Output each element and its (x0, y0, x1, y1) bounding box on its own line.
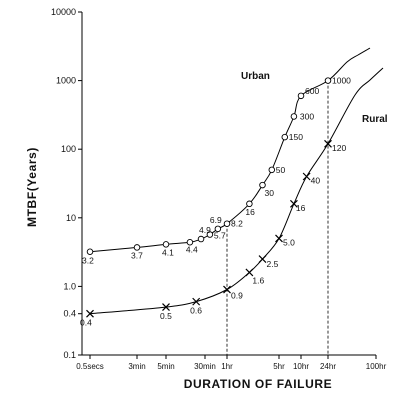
urban-point-label: 4.4 (186, 244, 198, 254)
urban-point (186, 239, 194, 246)
urban-point (268, 166, 276, 174)
x-tick-label: 5hr (273, 362, 285, 371)
rural-point (162, 303, 170, 311)
y-tick-label: 10000 (51, 7, 76, 17)
urban-point-label: 4.9 (199, 225, 211, 235)
urban-point (324, 77, 332, 84)
curve-rural (89, 67, 384, 315)
urban-point-label: 4.1 (162, 247, 174, 257)
series-label-rural: Rural (362, 114, 388, 125)
urban-point-label: 30 (264, 188, 274, 198)
x-axis-title: DURATION OF FAILURE (184, 377, 333, 391)
urban-point-label: 8.2 (231, 219, 243, 229)
rural-point-label: 16 (296, 203, 306, 213)
urban-point-label: 50 (276, 165, 286, 175)
urban-point (162, 241, 170, 248)
rural-point-label: 2.5 (266, 259, 278, 269)
urban-point (297, 92, 305, 100)
urban-point-label: 5.7 (214, 231, 226, 241)
urban-point (223, 220, 231, 227)
urban-point (259, 181, 266, 189)
rural-point-label: 120 (332, 143, 346, 153)
urban-point-label: 6.9 (210, 215, 222, 225)
urban-point-label: 16 (245, 207, 255, 217)
rural-point (192, 297, 201, 306)
urban-point-label: 300 (300, 111, 314, 121)
urban-point-label: 3.7 (131, 250, 143, 260)
urban-point (281, 133, 289, 141)
rural-point (86, 309, 94, 318)
rural-point-label: 0.4 (80, 318, 92, 328)
y-tick-label: 1000 (56, 76, 76, 86)
y-tick-label: 1.0 (63, 281, 76, 291)
axes (81, 12, 376, 356)
y-tick-label: 0.4 (63, 309, 76, 319)
rural-point (289, 199, 298, 208)
x-tick-label: 5min (157, 362, 174, 371)
urban-point (214, 225, 222, 233)
urban-point-label: 150 (289, 132, 303, 142)
data-markers (86, 77, 332, 318)
rural-point-label: 5.0 (283, 237, 295, 247)
y-tick-label: 10 (66, 213, 76, 223)
x-tick-label: 10hr (293, 362, 309, 371)
series-label-urban: Urban (241, 71, 270, 82)
urban-point (246, 200, 253, 208)
rural-point (324, 139, 332, 148)
urban-point (133, 244, 141, 251)
urban-point-label: 3.2 (82, 256, 94, 266)
rural-point-label: 1.6 (252, 275, 264, 285)
data-labels: 3.23.7 4.1 4.44.95.76.9 8.21630501503006001… (80, 76, 351, 328)
urban-point (206, 231, 214, 238)
y-axis-title: MTBF(Years) (25, 147, 39, 227)
y-tick-label: 100 (61, 144, 76, 154)
urban-point-label: 600 (305, 86, 319, 96)
x-tick-label: 1hr (221, 362, 233, 371)
urban-point (290, 113, 298, 120)
rural-point (223, 285, 231, 294)
urban-point (86, 248, 94, 255)
urban-point-label: 1000 (332, 76, 351, 86)
curves (89, 47, 384, 315)
x-tick-label: 30min (194, 362, 216, 371)
x-tick-label: 100hr (366, 362, 387, 371)
y-tick-label: 0.1 (63, 350, 76, 360)
rural-point-label: 0.6 (190, 306, 202, 316)
rural-point-label: 0.9 (231, 291, 243, 301)
rural-point (258, 255, 267, 264)
rural-point (302, 172, 311, 181)
rural-point-label: 0.5 (160, 311, 172, 321)
ticks: 0.1 0.4 1.0 10 100 1000 10000 0.5secs 3min 5min 30… (51, 7, 387, 371)
rural-point (275, 234, 283, 243)
rural-point-label: 40 (311, 175, 321, 185)
urban-point (197, 235, 205, 243)
rural-point (245, 268, 254, 277)
x-tick-label: 3min (128, 362, 145, 371)
x-tick-label: 24hr (320, 362, 336, 371)
x-tick-label: 0.5secs (76, 362, 104, 371)
